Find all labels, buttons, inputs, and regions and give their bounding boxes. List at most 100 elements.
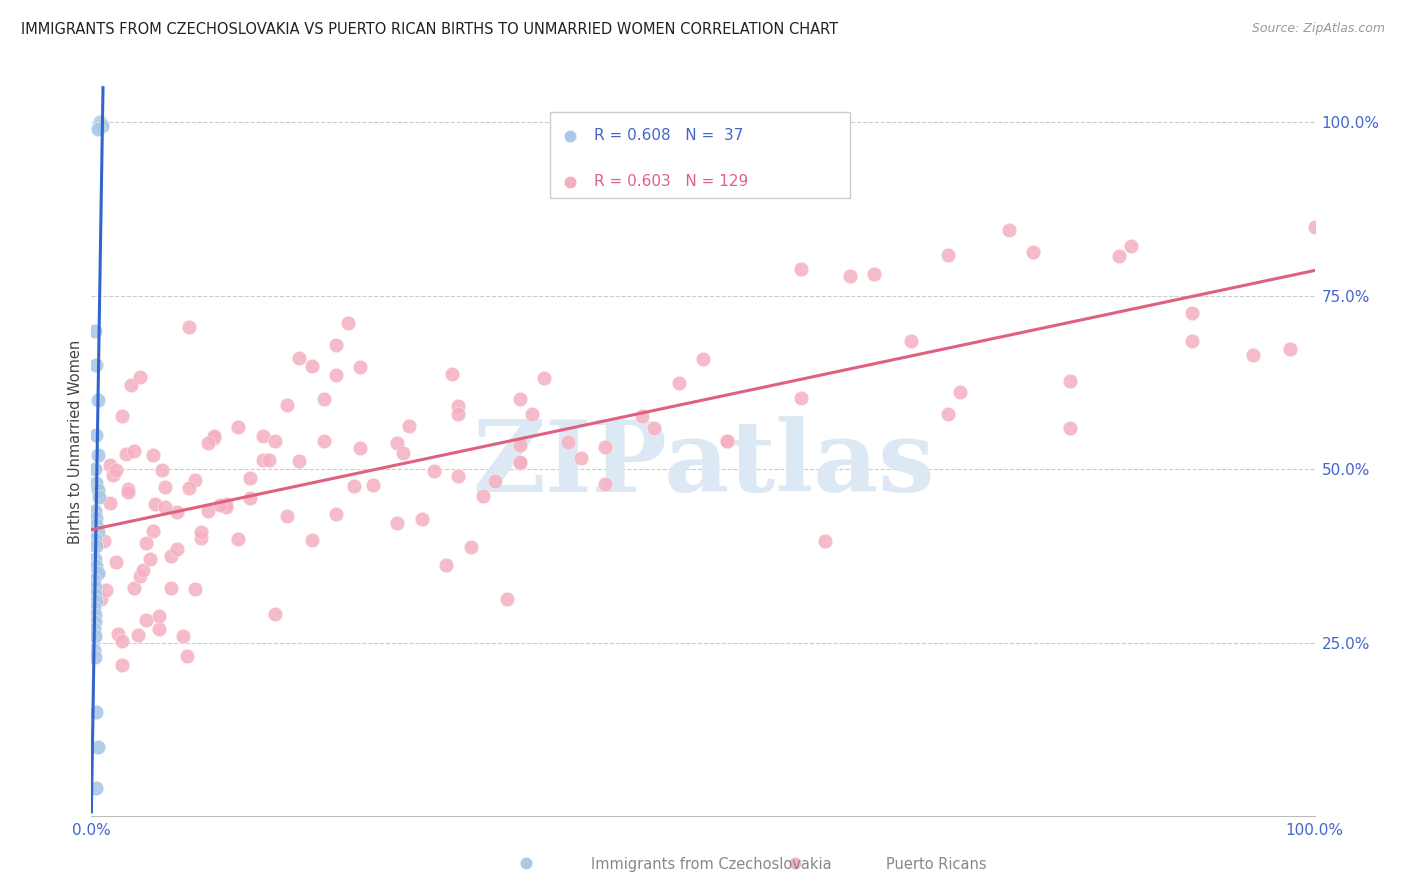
Point [166, 541, 188, 556]
Point [349, 441, 371, 455]
Point [190, 524, 212, 539]
Point [863, 267, 886, 281]
Point [325, 368, 347, 383]
Point [84, 594, 107, 608]
Point [1059, 421, 1081, 435]
Point [509, 456, 531, 470]
Point [423, 464, 446, 478]
Point [276, 508, 298, 523]
Point [90, 592, 112, 607]
Point [226, 533, 249, 547]
Point [172, 629, 194, 643]
Point [153, 500, 176, 514]
Point [104, 463, 127, 477]
Point [160, 581, 183, 595]
Point [631, 409, 654, 424]
Point [83, 601, 105, 615]
Point [264, 607, 287, 621]
Point [84, 559, 107, 574]
Text: Immigrants from Czechoslovakia: Immigrants from Czechoslovakia [591, 857, 831, 872]
Point [208, 499, 231, 513]
Point [434, 558, 457, 573]
Point [288, 351, 311, 366]
Point [84, 517, 107, 532]
Point [593, 477, 616, 491]
Point [1108, 249, 1130, 263]
Point [160, 549, 183, 563]
Point [557, 435, 579, 450]
Point [122, 581, 145, 595]
Point [84, 511, 107, 525]
Point [179, 320, 201, 334]
Point [84, 358, 107, 372]
Point [141, 524, 163, 538]
Point [569, 451, 592, 466]
Point [83, 574, 105, 588]
Point [252, 428, 274, 442]
Point [716, 434, 738, 449]
Point [166, 505, 188, 519]
Point [471, 489, 494, 503]
Point [1279, 342, 1302, 356]
Point [783, 852, 806, 866]
Text: ZIPatlas: ZIPatlas [472, 416, 934, 513]
Point [84, 476, 107, 491]
Point [385, 516, 409, 530]
Point [716, 434, 738, 448]
Point [411, 512, 433, 526]
Point [86, 566, 108, 580]
Point [84, 462, 107, 476]
Point [84, 781, 107, 796]
Point [122, 444, 145, 458]
Point [301, 533, 323, 548]
Point [1243, 348, 1265, 362]
Point [86, 739, 108, 754]
Point [129, 569, 152, 583]
Point [312, 434, 335, 448]
Point [692, 351, 714, 366]
Point [84, 427, 107, 442]
Point [127, 628, 149, 642]
Point [202, 429, 225, 443]
Point [349, 359, 371, 374]
Point [509, 438, 531, 452]
Point [103, 468, 125, 483]
Point [558, 221, 581, 235]
Point [239, 491, 262, 505]
Point [184, 473, 207, 487]
Point [460, 541, 482, 555]
Point [1181, 306, 1204, 320]
Y-axis label: Births to Unmarried Women: Births to Unmarried Women [67, 340, 83, 543]
Text: Source: ZipAtlas.com: Source: ZipAtlas.com [1251, 22, 1385, 36]
Point [139, 552, 162, 566]
Point [98, 458, 121, 473]
Point [215, 500, 238, 515]
Text: R = 0.603   N = 129: R = 0.603 N = 129 [595, 174, 748, 189]
Point [135, 536, 157, 550]
Point [197, 504, 219, 518]
Point [93, 533, 115, 548]
Point [84, 580, 107, 594]
Point [593, 441, 616, 455]
Point [447, 399, 470, 413]
Point [398, 418, 420, 433]
Point [1022, 244, 1045, 259]
Point [509, 455, 531, 469]
Point [86, 483, 108, 497]
Point [643, 421, 665, 435]
Point [558, 179, 581, 194]
Point [90, 117, 112, 131]
Point [120, 378, 142, 392]
Point [179, 481, 201, 495]
Point [84, 539, 107, 553]
Point [447, 469, 470, 483]
Point [215, 497, 238, 511]
Point [87, 119, 110, 133]
Point [111, 409, 134, 423]
Point [838, 268, 860, 283]
Text: Puerto Ricans: Puerto Ricans [886, 857, 987, 872]
Point [84, 324, 107, 338]
Point [86, 392, 108, 407]
Point [148, 622, 170, 636]
Point [264, 434, 287, 448]
